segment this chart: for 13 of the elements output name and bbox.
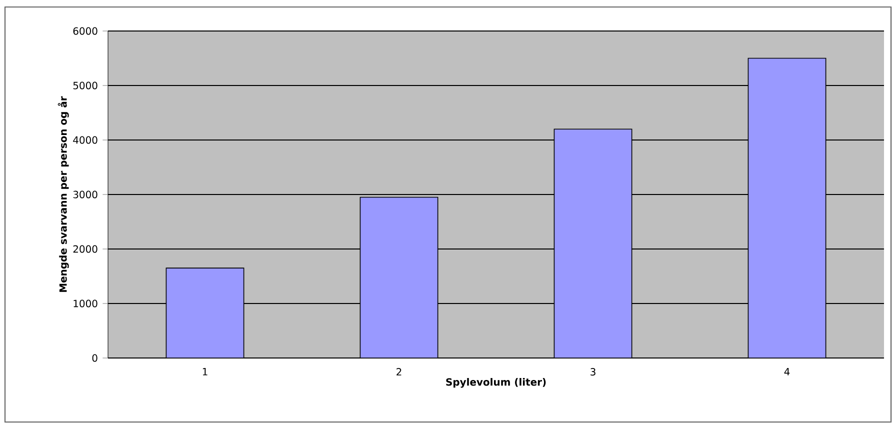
x-axis-title: Spylevolum (liter) bbox=[446, 378, 546, 388]
y-tick-label: 1000 bbox=[74, 300, 98, 308]
y-tick-label: 2000 bbox=[73, 245, 98, 253]
x-tick-label: 1 bbox=[202, 368, 208, 376]
x-tick-label: 3 bbox=[590, 368, 596, 376]
y-tick-label: 4000 bbox=[73, 136, 98, 144]
y-tick-label: 6000 bbox=[73, 27, 98, 35]
y-tick-label: 3000 bbox=[73, 190, 98, 198]
y-tick-label: 5000 bbox=[73, 82, 98, 90]
y-axis-title: Mengde svarvann per person og år bbox=[58, 96, 69, 292]
x-tick-label: 2 bbox=[396, 368, 402, 376]
x-tick-label: 4 bbox=[784, 368, 790, 376]
y-tick-label: 0 bbox=[92, 354, 98, 362]
